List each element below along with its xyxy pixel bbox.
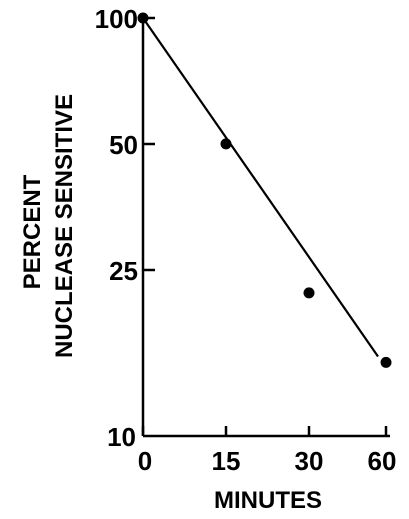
y-axis-label-line-1: PERCENT — [19, 174, 46, 289]
data-point-15 — [220, 138, 232, 150]
x-tick-label-0: 0 — [138, 446, 152, 476]
data-point-60 — [380, 356, 392, 368]
data-points — [137, 12, 392, 368]
y-tick-label-10: 10 — [107, 422, 136, 452]
x-axis-label: MINUTES — [214, 487, 322, 514]
data-point-30 — [303, 287, 315, 299]
fit-line — [142, 17, 379, 358]
y-tick-label-25: 25 — [109, 256, 138, 286]
x-tick-label-30: 30 — [295, 446, 324, 476]
x-tick-label-60: 60 — [368, 446, 397, 476]
data-point-0 — [137, 12, 149, 24]
x-tick-label-15: 15 — [212, 446, 241, 476]
y-tick-label-100: 100 — [95, 4, 138, 34]
y-axis-label-line-2: NUCLEASE SENSITIVE — [51, 94, 78, 358]
y-tick-label-50: 50 — [109, 130, 138, 160]
